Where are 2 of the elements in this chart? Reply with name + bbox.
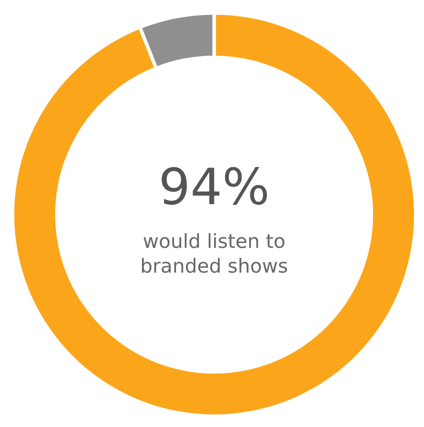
data-label: 94% bbox=[162, 167, 267, 205]
text: would listen to branded shows bbox=[142, 233, 288, 273]
